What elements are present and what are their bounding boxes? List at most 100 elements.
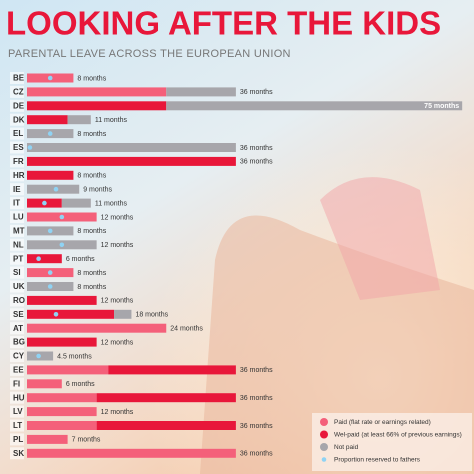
country-label: AT	[13, 324, 23, 333]
bar-segment	[27, 434, 68, 444]
total-label: 11 months	[95, 117, 128, 124]
total-label: 9 months	[83, 187, 112, 194]
subtitle: PARENTAL LEAVE ACROSS THE EUROPEAN UNION	[8, 48, 291, 60]
fathers-dot	[47, 75, 53, 81]
row-band	[10, 238, 24, 251]
legend-label: Not paid	[334, 444, 359, 451]
row-band	[10, 252, 24, 265]
country-label: ES	[13, 143, 24, 152]
fathers-dot	[36, 353, 41, 359]
row-band	[10, 224, 24, 237]
legend-label: Proportion reserved to fathers	[334, 457, 421, 464]
total-label: 36 months	[240, 423, 273, 430]
row-band	[10, 211, 24, 223]
total-label: 18 months	[135, 312, 168, 319]
country-label: FI	[13, 379, 20, 388]
row-band	[10, 294, 24, 307]
row-band	[10, 155, 24, 168]
bar-segment	[96, 393, 236, 403]
fathers-dot	[47, 131, 53, 136]
fathers-dot	[47, 270, 53, 275]
fathers-dot	[53, 186, 59, 192]
bar-segment	[27, 337, 97, 347]
total-label: 8 months	[77, 75, 106, 82]
bar-segment	[27, 421, 97, 430]
bar-segment	[27, 254, 62, 264]
total-label: 6 months	[66, 256, 95, 263]
bar-segment	[108, 365, 236, 375]
fathers-dot	[53, 312, 59, 317]
total-label: 24 months	[170, 326, 203, 333]
legend: Paid (flat rate or earnings related) Wel-…	[312, 413, 472, 471]
photo-child	[320, 177, 440, 300]
bar-segment	[67, 115, 91, 125]
row-band	[10, 391, 24, 404]
row-band	[10, 405, 24, 418]
row-band	[10, 127, 24, 140]
country-label: BE	[13, 74, 25, 83]
country-label: PL	[13, 435, 23, 444]
row-band	[10, 99, 24, 112]
bar-segment	[27, 143, 236, 152]
total-label: 8 months	[77, 270, 106, 277]
row-band	[10, 266, 24, 279]
country-label: HR	[13, 171, 25, 180]
row-band	[10, 308, 24, 321]
country-label: MT	[13, 227, 25, 236]
fathers-dot	[42, 200, 47, 206]
row-band	[10, 197, 24, 210]
bar-segment	[27, 170, 74, 180]
total-label: 12 months	[101, 298, 134, 305]
total-label: 36 months	[240, 89, 273, 96]
row-band	[10, 280, 24, 293]
bar-segment	[166, 101, 463, 111]
country-label: EE	[13, 366, 24, 375]
row-band	[10, 72, 24, 84]
total-label: 12 months	[101, 409, 134, 416]
bar-segment	[27, 101, 167, 111]
row-band	[10, 85, 24, 98]
title: LOOKING AFTER THE KIDS	[6, 5, 441, 42]
country-label: CY	[13, 352, 25, 361]
row-band	[10, 322, 24, 335]
total-label: 12 months	[101, 214, 134, 221]
country-label: NL	[13, 240, 24, 249]
legend-swatch	[320, 418, 328, 426]
total-label: 8 months	[77, 284, 106, 291]
legend-swatch	[320, 443, 328, 451]
total-label: 36 months	[240, 367, 273, 374]
total-label: 36 months	[240, 159, 273, 166]
country-label: SI	[13, 268, 21, 277]
country-label: DE	[13, 101, 25, 110]
country-label: LU	[13, 213, 24, 222]
total-label: 12 months	[101, 242, 134, 249]
country-label: SK	[13, 449, 24, 458]
total-label: 36 months	[240, 145, 273, 152]
legend-dot	[321, 457, 327, 462]
total-label: 36 months	[240, 395, 273, 402]
fathers-dot	[47, 228, 53, 234]
total-label: 75 months	[424, 103, 459, 110]
fathers-dot	[47, 284, 53, 289]
total-label: 7 months	[72, 437, 101, 444]
row-band	[10, 169, 24, 182]
country-label: BG	[13, 338, 25, 347]
bar-segment	[27, 448, 236, 458]
country-label: LV	[13, 407, 23, 416]
country-label: SE	[13, 310, 24, 319]
bar-segment	[27, 87, 167, 97]
bar-segment	[27, 295, 97, 305]
bar-segment	[27, 309, 115, 319]
total-label: 6 months	[66, 381, 95, 388]
bar-segment	[27, 184, 80, 194]
fathers-dot	[59, 242, 65, 248]
country-label: IT	[13, 199, 20, 208]
bar-segment	[114, 309, 132, 319]
bar-segment	[61, 198, 91, 208]
bar-segment	[27, 323, 167, 333]
bar-segment	[27, 365, 109, 375]
total-label: 8 months	[77, 228, 106, 235]
country-label: PT	[13, 254, 23, 263]
plot: BE 8 months CZ 36 months DE 75 months DK 11 mon…	[10, 72, 463, 460]
